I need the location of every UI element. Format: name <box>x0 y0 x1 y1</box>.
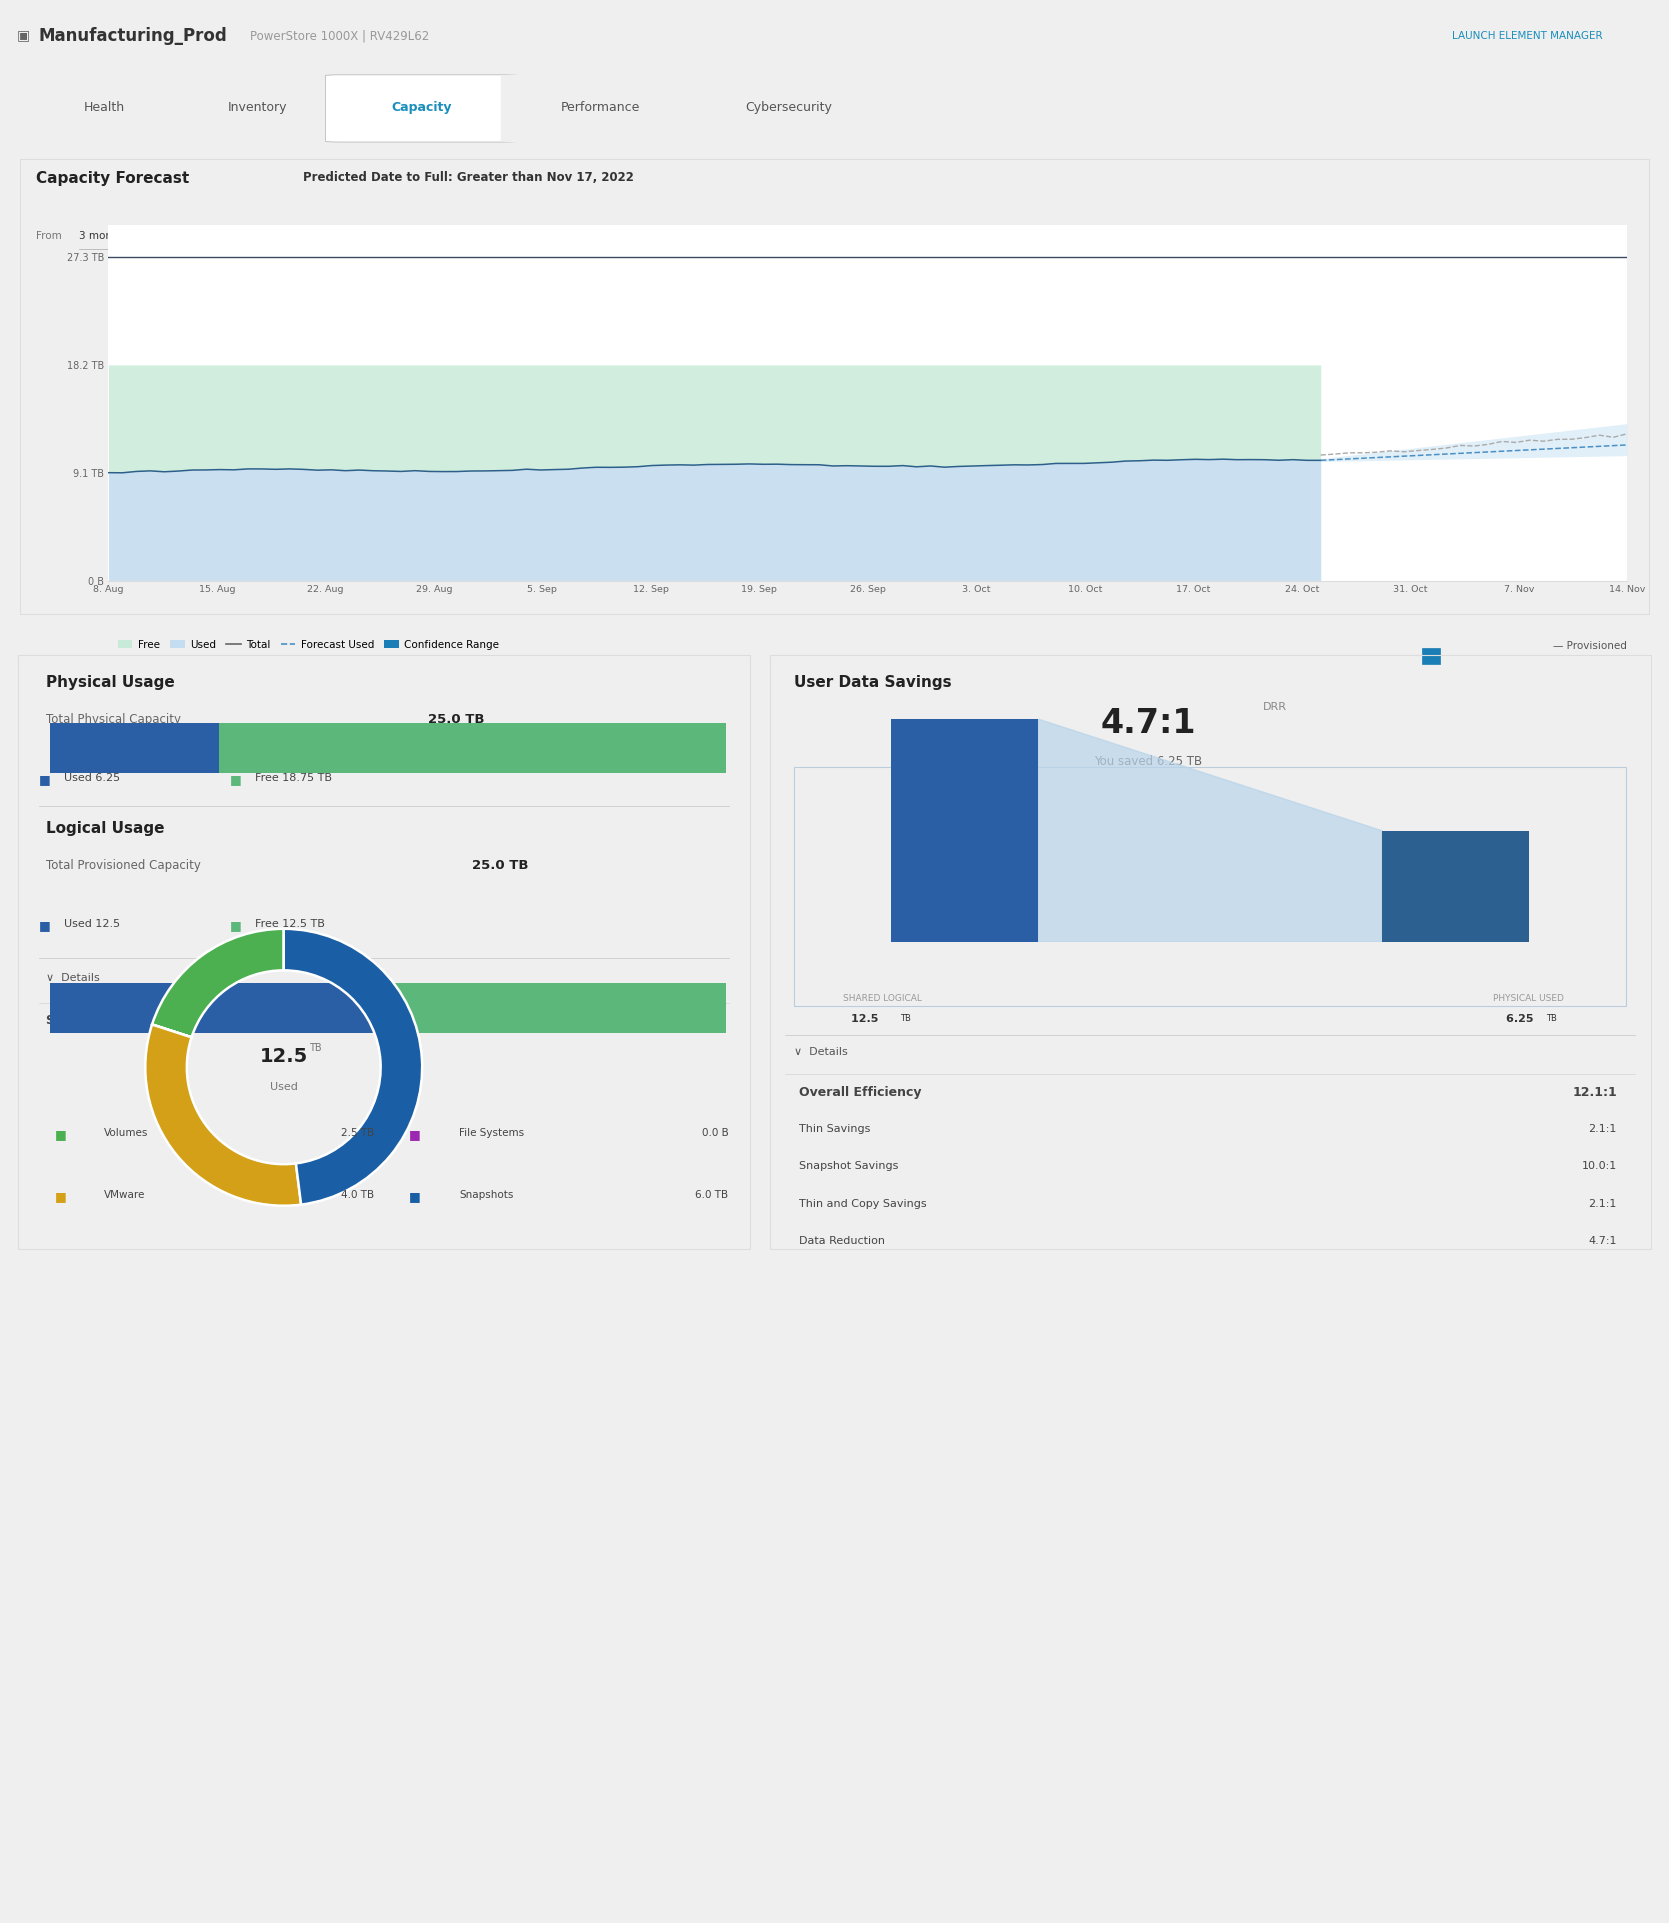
Text: 4.0 TB: 4.0 TB <box>340 1190 374 1200</box>
Bar <box>891 719 1038 942</box>
Text: ■: ■ <box>230 919 242 933</box>
Text: Volumes: Volumes <box>105 1127 149 1138</box>
Text: 2.5 TB: 2.5 TB <box>340 1127 374 1138</box>
Text: 25.0 TB: 25.0 TB <box>472 860 529 873</box>
Point <box>644 238 664 262</box>
Text: Capacity Forecast: Capacity Forecast <box>37 171 190 187</box>
Bar <box>387 983 726 1033</box>
FancyBboxPatch shape <box>684 75 893 142</box>
Legend: Free, Used, Total, Forecast Used, Confidence Range: Free, Used, Total, Forecast Used, Confid… <box>113 635 504 654</box>
FancyBboxPatch shape <box>325 75 517 142</box>
Text: (1.4 TB) 7.7 % of Total: (1.4 TB) 7.7 % of Total <box>1153 231 1268 240</box>
Text: TB: TB <box>901 1015 911 1023</box>
Text: Used 12.5: Used 12.5 <box>65 919 120 929</box>
Text: Total Provisioned Capacity: Total Provisioned Capacity <box>47 860 200 873</box>
Text: ■: ■ <box>55 1127 67 1140</box>
Text: ■: ■ <box>230 773 242 787</box>
Text: Farthest Prediction Point: Farthest Prediction Point <box>340 231 467 240</box>
Text: Thin and Copy Savings: Thin and Copy Savings <box>799 1198 926 1210</box>
Bar <box>50 983 387 1033</box>
Text: 6.0 TB: 6.0 TB <box>696 1190 728 1200</box>
Text: 12.1:1: 12.1:1 <box>1572 1086 1617 1100</box>
Text: Physical Usage: Physical Usage <box>47 675 175 690</box>
Wedge shape <box>284 929 422 1204</box>
Text: ■: ■ <box>38 919 50 933</box>
Text: 2.1:1: 2.1:1 <box>1589 1198 1617 1210</box>
Text: 10.0:1: 10.0:1 <box>1582 1161 1617 1171</box>
Text: 2.1:1: 2.1:1 <box>1589 1123 1617 1133</box>
Wedge shape <box>152 929 284 1036</box>
Polygon shape <box>1038 719 1382 942</box>
Text: ▣: ▣ <box>17 29 30 42</box>
Text: Performance: Performance <box>561 102 641 113</box>
Text: 3 months ago: 3 months ago <box>78 231 150 240</box>
Text: Snapshot Savings: Snapshot Savings <box>799 1161 898 1171</box>
Text: ∨  Details: ∨ Details <box>47 973 100 983</box>
Text: Logical Usage: Logical Usage <box>47 821 165 837</box>
Text: 25.0 TB: 25.0 TB <box>427 713 484 727</box>
Text: — Provisioned: — Provisioned <box>1554 640 1627 652</box>
Text: You saved 6.25 TB: You saved 6.25 TB <box>1095 756 1202 767</box>
Wedge shape <box>145 1025 300 1206</box>
FancyBboxPatch shape <box>17 75 192 142</box>
Text: PowerStore 1000X | RV429L62: PowerStore 1000X | RV429L62 <box>250 29 429 42</box>
Text: 6.25: 6.25 <box>1505 1015 1537 1025</box>
Text: Health: Health <box>83 102 125 113</box>
Text: Cybersecurity: Cybersecurity <box>744 102 833 113</box>
Text: Manufacturing_Prod: Manufacturing_Prod <box>38 27 227 44</box>
Text: TB: TB <box>309 1042 320 1054</box>
Text: Storage Usage: Storage Usage <box>47 1015 149 1027</box>
Text: ∨  Details: ∨ Details <box>794 1048 848 1058</box>
Text: SHARED LOGICAL: SHARED LOGICAL <box>843 994 923 1002</box>
Text: Predicted Date to Full: Greater than Nov 17, 2022: Predicted Date to Full: Greater than Nov… <box>302 171 634 185</box>
Text: Data Reduction: Data Reduction <box>799 1236 885 1246</box>
Bar <box>219 723 726 773</box>
Text: DRR: DRR <box>1263 702 1287 712</box>
Point <box>68 238 88 262</box>
Text: Free 12.5 TB: Free 12.5 TB <box>255 919 325 929</box>
Text: VMware: VMware <box>105 1190 145 1200</box>
Text: ■: ■ <box>409 1127 421 1140</box>
Text: Actual Growth per Month: Actual Growth per Month <box>900 231 1048 240</box>
Text: ■: ■ <box>38 773 50 787</box>
Text: Overall Efficiency: Overall Efficiency <box>799 1086 921 1100</box>
Text: 12.5: 12.5 <box>851 1015 883 1025</box>
FancyBboxPatch shape <box>1422 648 1440 663</box>
Text: PHYSICAL USED: PHYSICAL USED <box>1494 994 1564 1002</box>
Text: Free 18.75 TB: Free 18.75 TB <box>255 773 332 783</box>
Text: Total Physical Capacity: Total Physical Capacity <box>47 713 180 727</box>
Bar <box>50 723 219 773</box>
Text: 0.0 B: 0.0 B <box>701 1127 728 1138</box>
Wedge shape <box>152 1025 192 1036</box>
Text: To: To <box>307 231 319 240</box>
Text: Snapshots: Snapshots <box>459 1190 514 1200</box>
Text: Inventory: Inventory <box>229 102 287 113</box>
Text: User Data Savings: User Data Savings <box>794 675 951 690</box>
Text: ■: ■ <box>409 1190 421 1202</box>
Bar <box>1382 831 1529 942</box>
Text: File Systems: File Systems <box>459 1127 524 1138</box>
Text: ■: ■ <box>55 1190 67 1202</box>
FancyBboxPatch shape <box>170 75 345 142</box>
Text: From: From <box>37 231 62 240</box>
Text: 12.5: 12.5 <box>260 1046 307 1065</box>
Point <box>277 238 297 262</box>
Text: Capacity: Capacity <box>391 102 452 113</box>
Point <box>330 238 350 262</box>
Text: 4.7:1: 4.7:1 <box>1589 1236 1617 1246</box>
Text: TB: TB <box>1545 1015 1557 1023</box>
Text: 4.7:1: 4.7:1 <box>1100 708 1197 740</box>
Text: Used: Used <box>270 1081 297 1092</box>
Text: Used 6.25: Used 6.25 <box>65 773 120 783</box>
Text: Thin Savings: Thin Savings <box>799 1123 870 1133</box>
FancyBboxPatch shape <box>501 75 701 142</box>
Text: LAUNCH ELEMENT MANAGER: LAUNCH ELEMENT MANAGER <box>1452 31 1602 40</box>
